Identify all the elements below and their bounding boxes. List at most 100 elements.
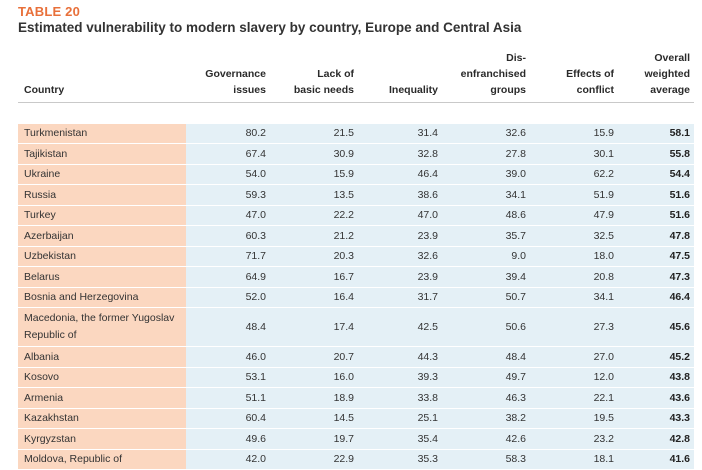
basic-needs-cell: 30.9 — [270, 143, 358, 165]
conflict-cell: 27.0 — [530, 346, 618, 368]
governance-cell: 42.0 — [186, 449, 270, 470]
header-line: basic needs — [293, 84, 354, 96]
basic-needs-cell: 16.7 — [270, 266, 358, 288]
overall-cell: 43.3 — [618, 408, 694, 429]
inequality-cell: 46.4 — [358, 164, 442, 185]
country-cell: Belarus — [18, 266, 186, 288]
overall-cell: 45.2 — [618, 346, 694, 368]
header-line: Dis- — [506, 52, 526, 64]
basic-needs-cell: 22.2 — [270, 205, 358, 226]
overall-cell: 58.1 — [618, 123, 694, 144]
basic-needs-cell: 17.4 — [270, 307, 358, 347]
inequality-cell: 44.3 — [358, 346, 442, 368]
overall-cell: 42.8 — [618, 428, 694, 450]
table-row: Ukraine 54.0 15.9 46.4 39.0 62.2 54.4 — [18, 164, 694, 185]
table-title: Estimated vulnerability to modern slaver… — [18, 20, 522, 35]
table-row: Kyrgyzstan 49.6 19.7 35.4 42.6 23.2 42.8 — [18, 428, 694, 450]
conflict-cell: 18.0 — [530, 246, 618, 267]
header-country: Country — [18, 50, 186, 103]
conflict-cell: 18.1 — [530, 449, 618, 470]
disenfranchised-cell: 49.7 — [442, 367, 530, 388]
disenfranchised-cell: 9.0 — [442, 246, 530, 267]
header-line: issues — [233, 84, 266, 96]
basic-needs-cell: 15.9 — [270, 164, 358, 185]
table-row: Azerbaijan 60.3 21.2 23.9 35.7 32.5 47.8 — [18, 225, 694, 247]
table-row: Uzbekistan 71.7 20.3 32.6 9.0 18.0 47.5 — [18, 246, 694, 267]
governance-cell: 49.6 — [186, 428, 270, 450]
country-cell: Macedonia, the former Yugoslav Republic … — [18, 307, 186, 347]
table-row: Russia 59.3 13.5 38.6 34.1 51.9 51.6 — [18, 184, 694, 206]
vulnerability-table: Country Governance issues Lack of basic ne… — [18, 50, 694, 470]
disenfranchised-cell: 46.3 — [442, 387, 530, 409]
country-cell: Kazakhstan — [18, 408, 186, 429]
governance-cell: 52.0 — [186, 287, 270, 308]
governance-cell: 60.3 — [186, 225, 270, 247]
overall-cell: 51.6 — [618, 184, 694, 206]
country-cell: Tajikistan — [18, 143, 186, 165]
header-line: Inequality — [388, 84, 438, 96]
inequality-cell: 31.4 — [358, 123, 442, 144]
basic-needs-cell: 22.9 — [270, 449, 358, 470]
table-row: Macedonia, the former Yugoslav Republic … — [18, 307, 694, 347]
header-disenfranchised: Dis-enfranchised groups — [442, 50, 530, 103]
conflict-cell: 23.2 — [530, 428, 618, 450]
inequality-cell: 25.1 — [358, 408, 442, 429]
overall-cell: 47.3 — [618, 266, 694, 288]
country-cell: Russia — [18, 184, 186, 206]
inequality-cell: 33.8 — [358, 387, 442, 409]
governance-cell: 64.9 — [186, 266, 270, 288]
header-inequality: Inequality — [358, 50, 442, 103]
overall-cell: 45.6 — [618, 307, 694, 347]
table-row: Belarus 64.9 16.7 23.9 39.4 20.8 47.3 — [18, 266, 694, 288]
overall-cell: 47.8 — [618, 225, 694, 247]
country-cell: Turkmenistan — [18, 123, 186, 144]
governance-cell: 71.7 — [186, 246, 270, 267]
header-conflict: Effects of conflict — [530, 50, 618, 103]
conflict-cell: 32.5 — [530, 225, 618, 247]
governance-cell: 51.1 — [186, 387, 270, 409]
disenfranchised-cell: 27.8 — [442, 143, 530, 165]
country-cell: Kosovo — [18, 367, 186, 388]
country-cell: Ukraine — [18, 164, 186, 185]
table-row: Tajikistan 67.4 30.9 32.8 27.8 30.1 55.8 — [18, 143, 694, 165]
basic-needs-cell: 18.9 — [270, 387, 358, 409]
table-row: Turkey 47.0 22.2 47.0 48.6 47.9 51.6 — [18, 205, 694, 226]
header-line: groups — [490, 84, 526, 96]
basic-needs-cell: 16.0 — [270, 367, 358, 388]
country-cell: Armenia — [18, 387, 186, 409]
governance-cell: 67.4 — [186, 143, 270, 165]
governance-cell: 46.0 — [186, 346, 270, 368]
table-row: Kazakhstan 60.4 14.5 25.1 38.2 19.5 43.3 — [18, 408, 694, 429]
country-cell: Uzbekistan — [18, 246, 186, 267]
country-cell: Turkey — [18, 205, 186, 226]
header-line: conflict — [576, 84, 614, 96]
inequality-cell: 35.4 — [358, 428, 442, 450]
table-row: Bosnia and Herzegovina 52.0 16.4 31.7 50.7 34… — [18, 287, 694, 308]
conflict-cell: 34.1 — [530, 287, 618, 308]
table-row: Moldova, Republic of 42.0 22.9 35.3 58.3 18.1… — [18, 449, 694, 470]
governance-cell: 60.4 — [186, 408, 270, 429]
disenfranchised-cell: 48.4 — [442, 346, 530, 368]
disenfranchised-cell: 42.6 — [442, 428, 530, 450]
inequality-cell: 32.8 — [358, 143, 442, 165]
header-line: Overall — [654, 52, 690, 64]
basic-needs-cell: 21.2 — [270, 225, 358, 247]
governance-cell: 59.3 — [186, 184, 270, 206]
governance-cell: 54.0 — [186, 164, 270, 185]
disenfranchised-cell: 35.7 — [442, 225, 530, 247]
disenfranchised-cell: 50.7 — [442, 287, 530, 308]
table-row: Armenia 51.1 18.9 33.8 46.3 22.1 43.6 — [18, 387, 694, 409]
overall-cell: 55.8 — [618, 143, 694, 165]
disenfranchised-cell: 34.1 — [442, 184, 530, 206]
country-cell: Bosnia and Herzegovina — [18, 287, 186, 308]
header-row: Country Governance issues Lack of basic ne… — [18, 50, 694, 103]
disenfranchised-cell: 38.2 — [442, 408, 530, 429]
inequality-cell: 32.6 — [358, 246, 442, 267]
inequality-cell: 35.3 — [358, 449, 442, 470]
conflict-cell: 19.5 — [530, 408, 618, 429]
header-line: average — [650, 84, 690, 96]
table-row: Turkmenistan 80.2 21.5 31.4 32.6 15.9 58.1 — [18, 123, 694, 144]
inequality-cell: 23.9 — [358, 225, 442, 247]
conflict-cell: 30.1 — [530, 143, 618, 165]
conflict-cell: 51.9 — [530, 184, 618, 206]
